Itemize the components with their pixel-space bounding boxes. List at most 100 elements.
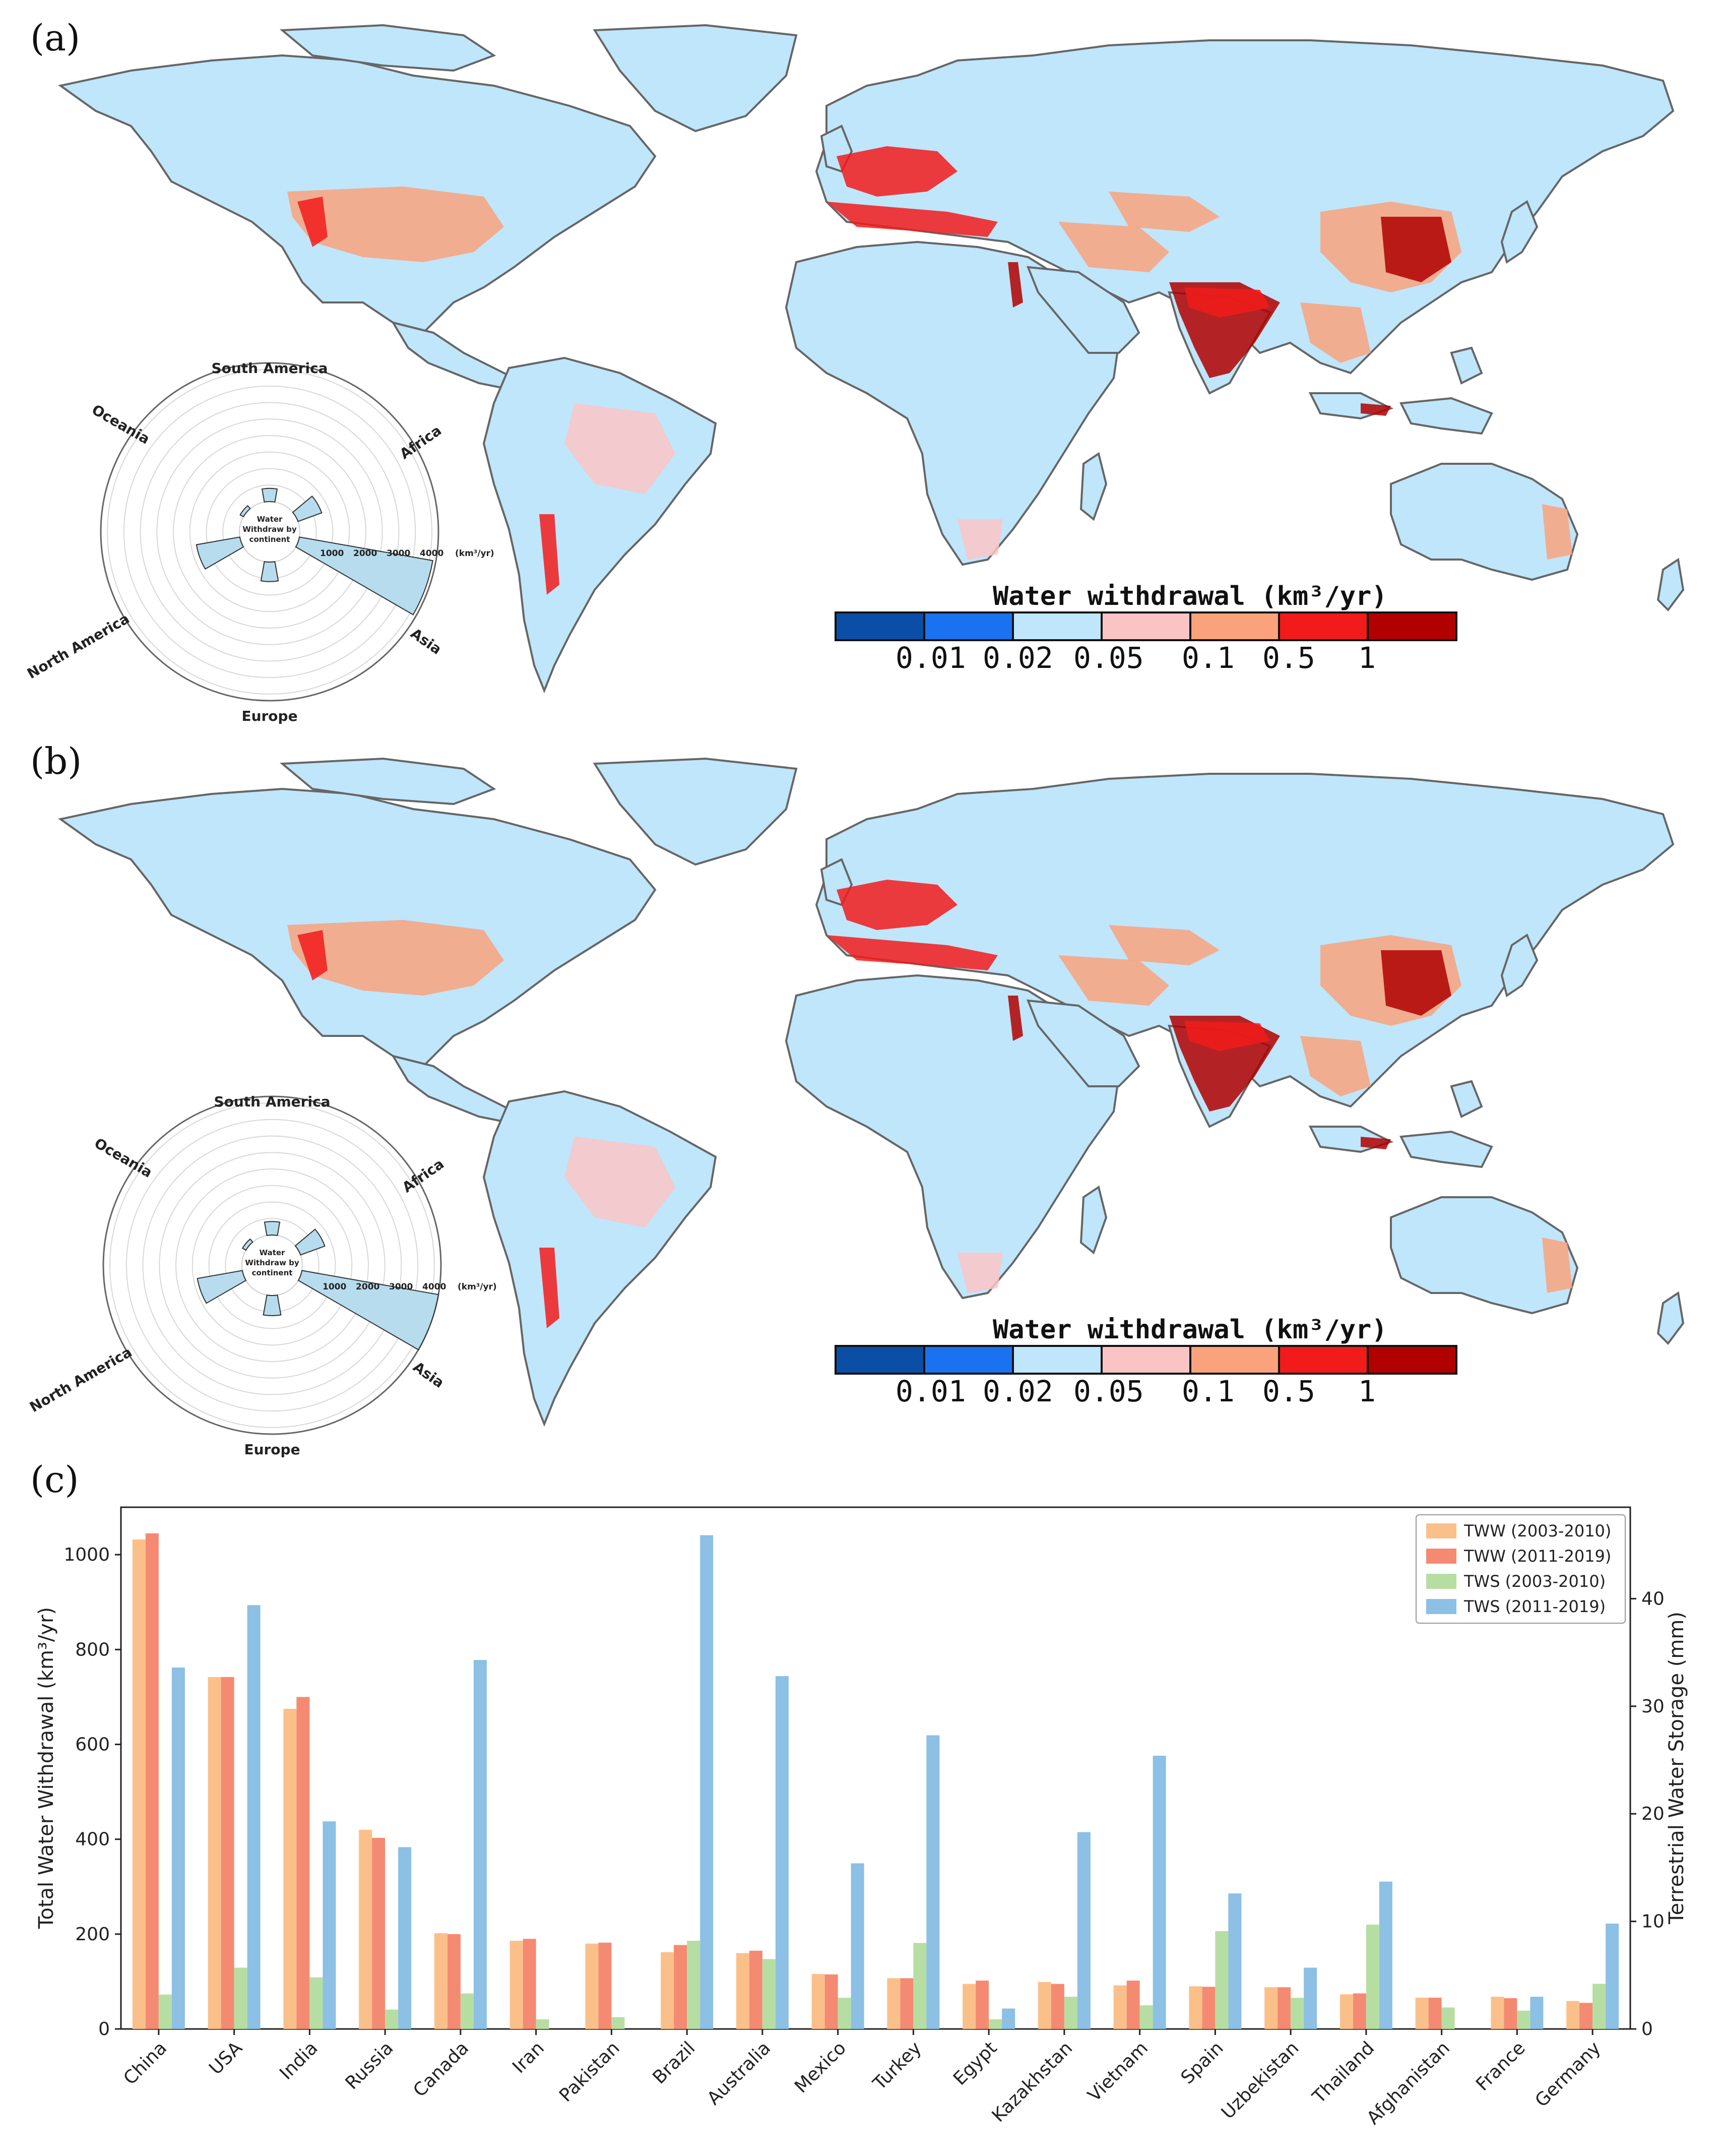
hotspot-china-east (1381, 217, 1451, 282)
new-zealand (1656, 1291, 1685, 1345)
y-tick-label: 600 (75, 1734, 110, 1755)
continent-label: Europe (244, 1441, 300, 1458)
colorbar-bin (923, 611, 1014, 641)
x-tick-label: India (276, 2038, 322, 2083)
colorbar-bin (1278, 611, 1369, 641)
polar-tick: 1000 (320, 548, 344, 559)
hotspot-china-east (1381, 950, 1451, 1016)
colorbar-bin (1101, 611, 1191, 641)
panel-label-c: (c) (30, 1458, 79, 1501)
bar-russia-3 (398, 1847, 412, 2029)
y-tick-label: 200 (75, 1924, 110, 1945)
arctic-islands (279, 24, 496, 72)
colorbar-bin (835, 611, 925, 641)
colorbar-bin (1189, 1345, 1280, 1375)
colorbar-tick: 1 (1358, 641, 1376, 675)
arabia (1026, 999, 1140, 1087)
hotspot-mediterranean (826, 935, 998, 970)
hotspot-india-north (1184, 1021, 1270, 1051)
x-tick-label: Mexico (791, 2038, 850, 2097)
bar-australia-2 (762, 1959, 776, 2029)
africa (785, 974, 1120, 1300)
x-tick-label: Pakistan (555, 2038, 624, 2106)
bar-india-3 (323, 1821, 336, 2029)
bar-egypt-1 (976, 1981, 989, 2029)
hotspot-java (1361, 403, 1391, 416)
bar-spain-0 (1189, 1986, 1202, 2029)
x-tick-label: Thailand (1308, 2038, 1378, 2108)
y-tick-label: 800 (75, 1639, 110, 1660)
continent-label: Oceania (92, 1135, 155, 1181)
polar-tick: 2000 (356, 1282, 379, 1292)
hotspot-s-africa (958, 1253, 1003, 1293)
x-tick-label: Uzbekistan (1218, 2038, 1303, 2123)
arctic-islands (279, 757, 496, 806)
y-tick-label: 1000 (63, 1545, 110, 1565)
bar-france-0 (1491, 1997, 1504, 2029)
bar-vietnam-0 (1113, 1985, 1127, 2029)
polar-grid-ring (125, 1119, 419, 1412)
bar-india-0 (283, 1708, 297, 2029)
bar-vietnam-1 (1126, 1981, 1140, 2029)
bar-australia-3 (775, 1676, 789, 2029)
africa (785, 240, 1120, 566)
bar-kazakhstan-2 (1064, 1996, 1077, 2029)
bar-kazakhstan-0 (1038, 1982, 1051, 2029)
bar-brazil-3 (700, 1535, 714, 2029)
colorbar-bin (923, 1345, 1014, 1375)
polar-outer-ring (100, 362, 439, 702)
legend-entry: TWW (2011-2019) (1463, 1547, 1611, 1566)
x-tick-label: Canada (409, 2038, 473, 2101)
bar-turkey-1 (900, 1978, 914, 2029)
polar-grid-ring (159, 1152, 386, 1379)
bar-vietnam-2 (1139, 2005, 1153, 2029)
hotspot-india-north (1184, 287, 1270, 318)
y-tick-label: 400 (75, 1829, 110, 1850)
bar-australia-1 (749, 1950, 762, 2029)
polar-center-label: Withdraw by (245, 1258, 299, 1267)
bar-thailand-3 (1379, 1881, 1392, 2029)
bar-uzbekistan-3 (1304, 1967, 1317, 2029)
y2-tick-label: 30 (1641, 1696, 1665, 1717)
x-tick-label: Germany (1531, 2038, 1605, 2111)
bar-germany-2 (1592, 1984, 1606, 2029)
bar-india-2 (309, 1977, 323, 2029)
polar-bar-north-america (197, 1270, 247, 1304)
y-axis-label: Total Water Withdrawal (km³/yr) (35, 1607, 58, 1929)
legend-box (1416, 1514, 1626, 1624)
hotspot-us-west (297, 197, 328, 247)
polar-bar-north-america (196, 536, 244, 570)
colorbar-title: Water withdrawal (km³/yr) (993, 1315, 1387, 1345)
x-tick-label: Spain (1177, 2038, 1228, 2088)
bar-mexico-2 (838, 1998, 851, 2029)
y2-tick-label: 40 (1641, 1588, 1665, 1609)
colorbar-b: Water withdrawal (km³/yr) 0.01 0.02 0.05… (835, 1315, 1457, 1408)
se-asia-islands (1308, 346, 1493, 435)
legend-entry: TWW (2003-2010) (1463, 1521, 1611, 1541)
legend-swatch (1426, 1523, 1456, 1538)
hotspot-chile (539, 1248, 559, 1328)
bar-afghanistan-0 (1415, 1997, 1429, 2029)
hotspot-usa (287, 920, 504, 996)
bar-iran-0 (509, 1940, 523, 2029)
bar-turkey-2 (913, 1943, 927, 2029)
bar-brazil-2 (687, 1941, 700, 2029)
y2-tick-label: 20 (1641, 1804, 1665, 1824)
panel-label-a: (a) (30, 17, 80, 59)
colorbar-bin (1189, 611, 1280, 641)
central-america (391, 321, 516, 390)
polar-tick: 3000 (389, 1282, 413, 1292)
hotspot-central-asia (1109, 925, 1220, 965)
bar-usa-2 (234, 1967, 247, 2029)
bar-turkey-0 (887, 1978, 901, 2029)
bar-vietnam-3 (1153, 1755, 1166, 2029)
x-tick-label: Vietnam (1084, 2038, 1152, 2106)
bar-russia-0 (359, 1829, 372, 2029)
legend-swatch (1426, 1549, 1456, 1564)
polar-tick: 1000 (323, 1282, 346, 1292)
bar-mexico-3 (851, 1863, 864, 2029)
polar-bar-oceania (241, 1238, 253, 1251)
bar-brazil-1 (674, 1945, 687, 2029)
polar-grid-ring (192, 1185, 353, 1346)
